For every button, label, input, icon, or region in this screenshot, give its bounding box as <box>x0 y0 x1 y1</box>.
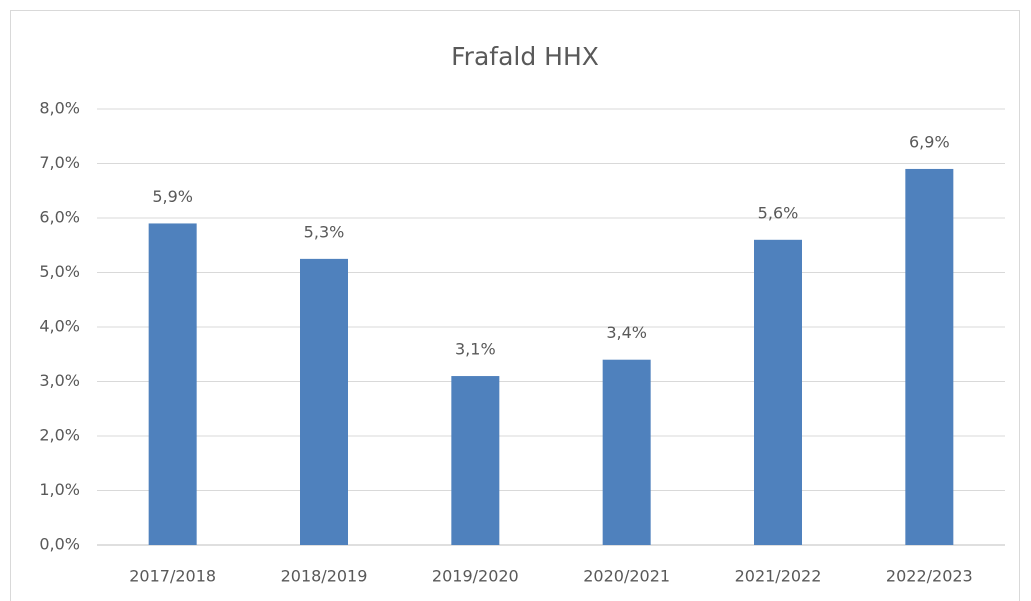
bar <box>300 258 348 545</box>
bar <box>602 359 651 545</box>
x-tick-label: 2021/2022 <box>735 567 822 586</box>
y-tick-label: 6,0% <box>39 208 80 227</box>
data-label: 5,6% <box>758 203 799 222</box>
y-tick-label: 2,0% <box>39 426 80 445</box>
bar <box>754 239 802 546</box>
y-tick-label: 4,0% <box>39 317 80 336</box>
y-tick-label: 5,0% <box>39 262 80 281</box>
x-tick-label: 2022/2023 <box>886 567 973 586</box>
x-tick-label: 2020/2021 <box>583 567 670 586</box>
x-tick-label: 2019/2020 <box>432 567 519 586</box>
y-tick-label: 7,0% <box>39 153 80 172</box>
data-label: 3,4% <box>606 323 647 342</box>
x-tick-label: 2018/2019 <box>281 567 368 586</box>
y-tick-label: 1,0% <box>39 480 80 499</box>
data-label: 3,1% <box>455 340 496 359</box>
data-label: 5,9% <box>152 187 193 206</box>
bar <box>451 376 500 545</box>
bar <box>905 168 954 545</box>
bar <box>148 223 197 545</box>
y-tick-label: 8,0% <box>39 99 80 118</box>
data-label: 6,9% <box>909 132 950 151</box>
y-tick-label: 0,0% <box>39 535 80 554</box>
y-tick-label: 3,0% <box>39 371 80 390</box>
x-tick-label: 2017/2018 <box>129 567 216 586</box>
data-label: 5,3% <box>304 222 345 241</box>
chart-title: Frafald HHX <box>451 42 599 71</box>
